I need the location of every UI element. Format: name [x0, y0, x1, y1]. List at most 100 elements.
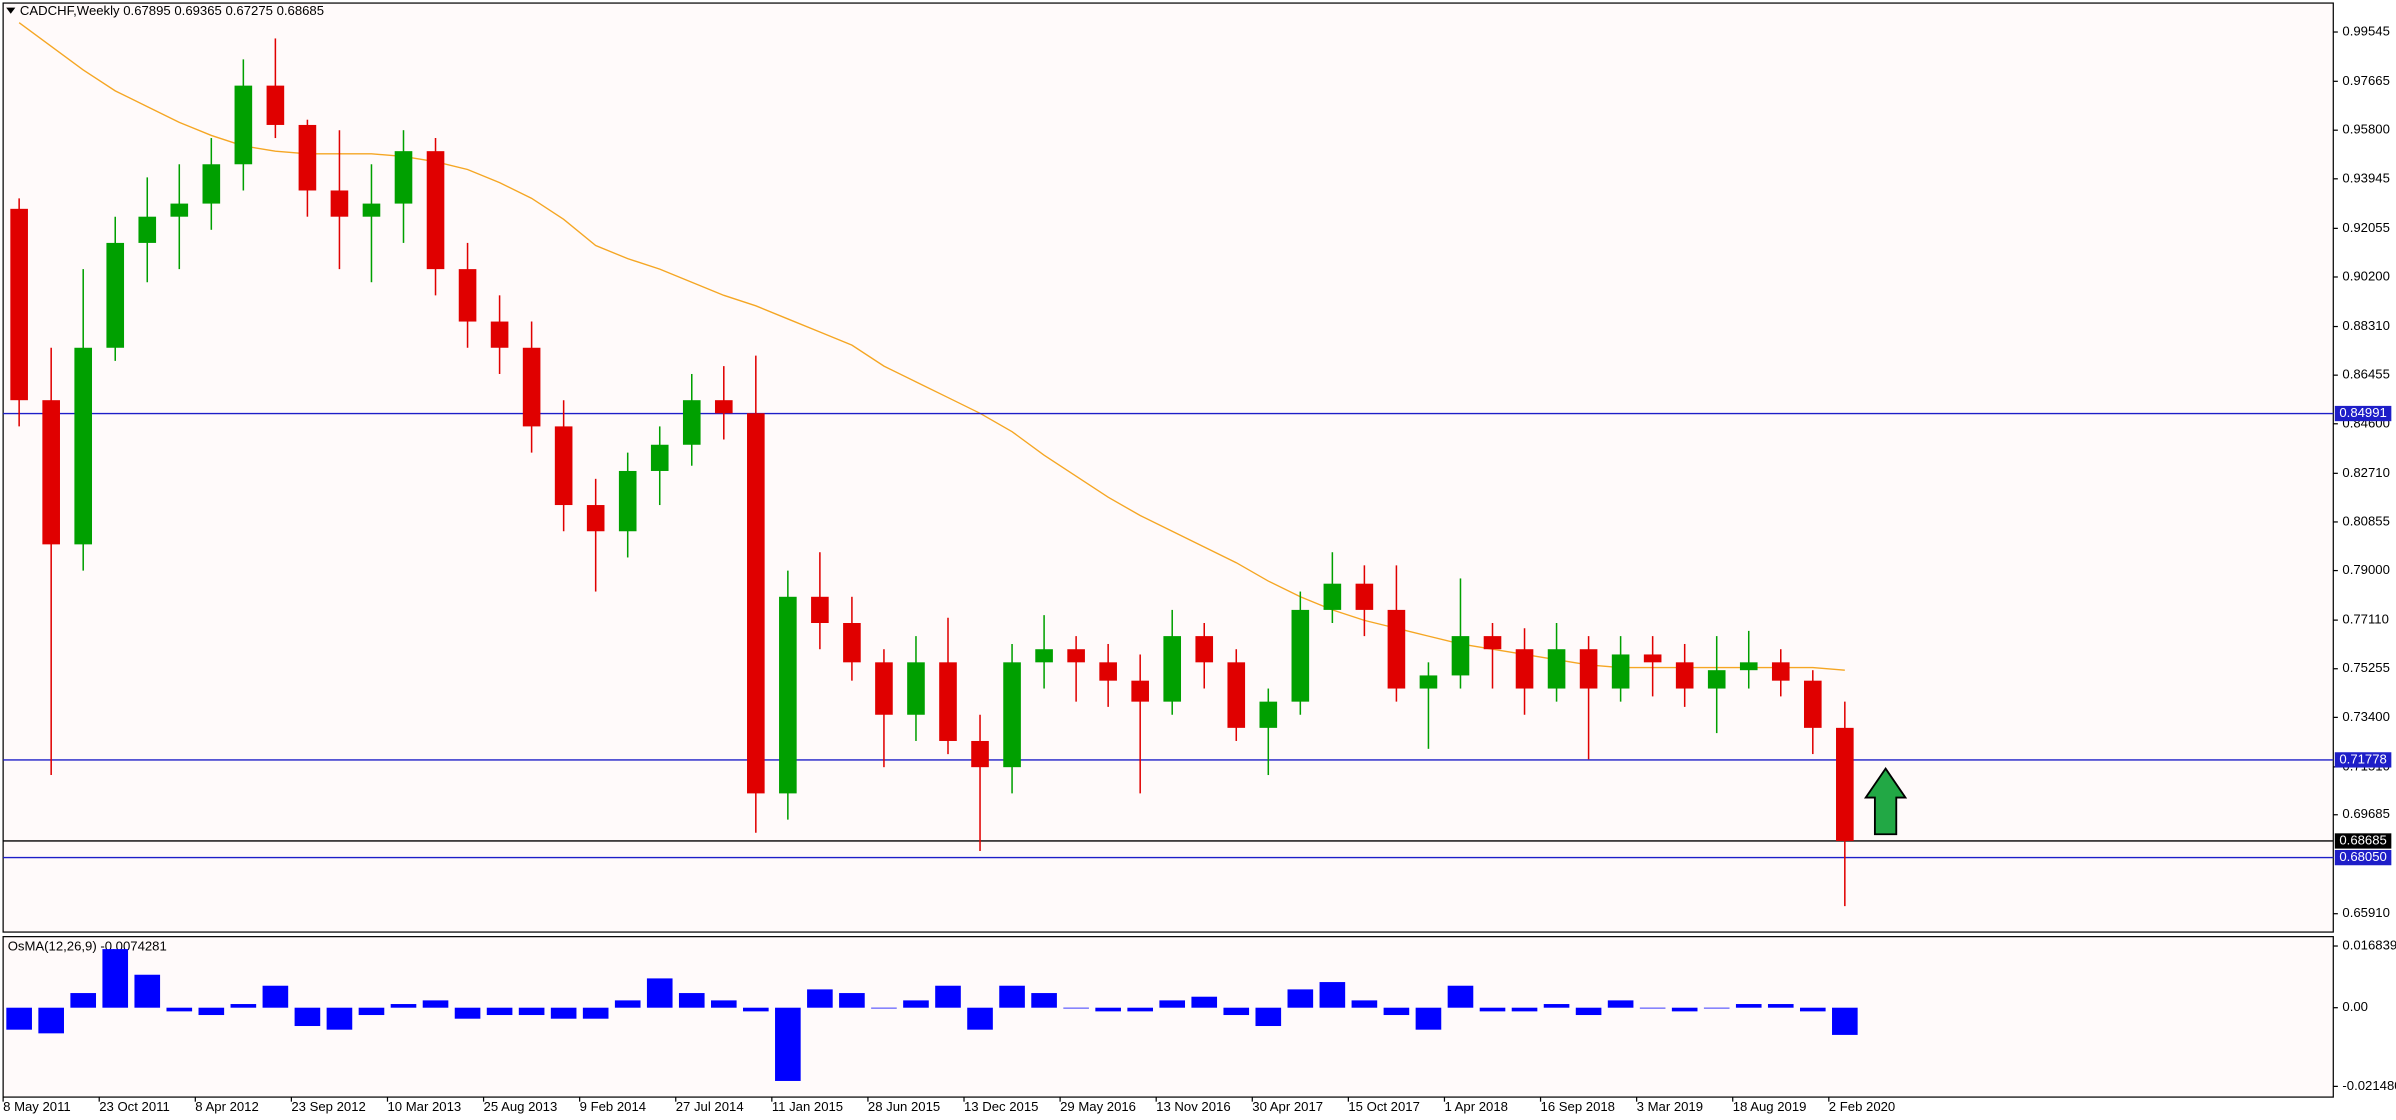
- osma-bar: [422, 1000, 449, 1008]
- candle-body: [490, 321, 509, 348]
- osma-bar: [1095, 1007, 1121, 1012]
- osma-header: OsMA(12,26,9) -0.0074281: [8, 939, 167, 954]
- osma-bar: [775, 1007, 801, 1081]
- osma-bar: [326, 1007, 353, 1030]
- candle-body: [106, 242, 125, 348]
- candle-body: [74, 347, 93, 545]
- x-tick-label: 1 Apr 2018: [1444, 1099, 1508, 1114]
- osma-bar: [1735, 1004, 1762, 1008]
- candle-body: [1707, 670, 1726, 689]
- osma-bar: [294, 1007, 321, 1027]
- candle-body: [811, 596, 829, 624]
- y-tick-label: 0.79000: [2342, 562, 2389, 577]
- y-tick-label: 0.73400: [2342, 709, 2389, 724]
- y-tick-label: 0.69685: [2342, 806, 2389, 821]
- osma-label: OsMA(12,26,9): [8, 939, 97, 954]
- osma-bar: [390, 1004, 417, 1008]
- osma-bar: [454, 1007, 481, 1019]
- candle-body: [1003, 662, 1021, 768]
- up-arrow: [1863, 766, 1908, 836]
- candle-body: [1067, 649, 1085, 663]
- candle-body: [1739, 662, 1758, 671]
- osma-tick-label: 0.00: [2342, 999, 2368, 1014]
- y-tick-label: 0.97665: [2342, 73, 2389, 88]
- osma-bar: [1351, 1000, 1378, 1008]
- y-tick-label: 0.80855: [2342, 513, 2389, 528]
- osma-bar: [1671, 1007, 1698, 1012]
- candle-body: [971, 740, 989, 768]
- candle-body: [747, 413, 765, 794]
- osma-bar: [1063, 1007, 1089, 1009]
- level-label: 0.84991: [2339, 405, 2386, 420]
- x-tick-label: 29 May 2016: [1060, 1099, 1136, 1114]
- candle-body: [1323, 583, 1342, 610]
- x-tick-label: 18 Aug 2019: [1733, 1099, 1807, 1114]
- level-tag: [2334, 849, 2392, 866]
- osma-bar: [102, 949, 129, 1008]
- osma-bar: [1127, 1007, 1153, 1012]
- x-tick-label: 3 Mar 2019: [1637, 1099, 1703, 1114]
- candle-body: [682, 400, 701, 445]
- candle-body: [1675, 662, 1694, 689]
- osma-bar: [1255, 1007, 1282, 1027]
- symbol: CADCHF,Weekly: [20, 4, 120, 19]
- y-tick-label: 0.77110: [2342, 612, 2388, 627]
- osma-bar: [1543, 1004, 1570, 1008]
- candle-body: [650, 444, 669, 471]
- osma-bar: [1832, 1007, 1858, 1035]
- osma-tick-label: -0.0214803: [2342, 1078, 2396, 1093]
- osma-bar: [582, 1007, 609, 1019]
- candle-body: [1099, 662, 1117, 681]
- price-panel: [2, 2, 2334, 933]
- y-tick-label: 0.99545: [2342, 23, 2389, 38]
- osma-bar: [839, 993, 865, 1008]
- candle-body: [426, 151, 445, 270]
- osma-bar: [710, 1000, 737, 1008]
- candle-body: [362, 203, 381, 217]
- osma-bar: [1799, 1007, 1826, 1012]
- candle-body: [1803, 680, 1822, 728]
- osma-bar: [1767, 1004, 1794, 1008]
- osma-bar: [262, 985, 289, 1008]
- candle-body: [1195, 636, 1214, 663]
- osma-bar: [230, 1004, 257, 1008]
- x-tick-label: 15 Oct 2017: [1348, 1099, 1420, 1114]
- candle-body: [458, 269, 477, 322]
- osma-bar: [807, 989, 833, 1008]
- candle-body: [1259, 701, 1278, 728]
- osma-bar: [903, 1000, 929, 1008]
- osma-bar: [743, 1007, 769, 1012]
- candle-body: [843, 623, 861, 663]
- osma-bar: [134, 974, 161, 1008]
- osma-bar: [1287, 989, 1314, 1008]
- y-tick-label: 0.90200: [2342, 268, 2389, 283]
- candle-body: [779, 596, 797, 794]
- y-tick-label: 0.88310: [2342, 318, 2389, 333]
- y-tick-label: 0.92055: [2342, 220, 2389, 235]
- x-tick-label: 13 Dec 2015: [964, 1099, 1038, 1114]
- candle-body: [1836, 727, 1854, 841]
- y-tick-label: 0.65910: [2342, 905, 2389, 920]
- osma-bar: [1223, 1007, 1250, 1016]
- osma-bar: [1415, 1007, 1442, 1030]
- osma-bar: [871, 1007, 897, 1009]
- osma-bar: [166, 1007, 193, 1012]
- osma-bar: [1703, 1007, 1730, 1009]
- osma-bar: [614, 1000, 641, 1008]
- x-tick-label: 10 Mar 2013: [387, 1099, 461, 1114]
- level-label: 0.68685: [2339, 832, 2386, 847]
- x-tick-label: 25 Aug 2013: [484, 1099, 558, 1114]
- candle-body: [1771, 662, 1790, 681]
- x-tick-label: 2 Feb 2020: [1829, 1099, 1895, 1114]
- osma-bar: [1031, 993, 1057, 1008]
- osma-bar: [935, 985, 961, 1008]
- candle-body: [202, 164, 221, 204]
- osma-bar: [1447, 985, 1474, 1008]
- candle-body: [586, 505, 605, 532]
- candle-body: [618, 470, 637, 532]
- candle-body: [1579, 649, 1598, 689]
- y-tick-label: 0.82710: [2342, 465, 2389, 480]
- osma-panel: [2, 936, 2334, 1098]
- x-tick-label: 13 Nov 2016: [1156, 1099, 1230, 1114]
